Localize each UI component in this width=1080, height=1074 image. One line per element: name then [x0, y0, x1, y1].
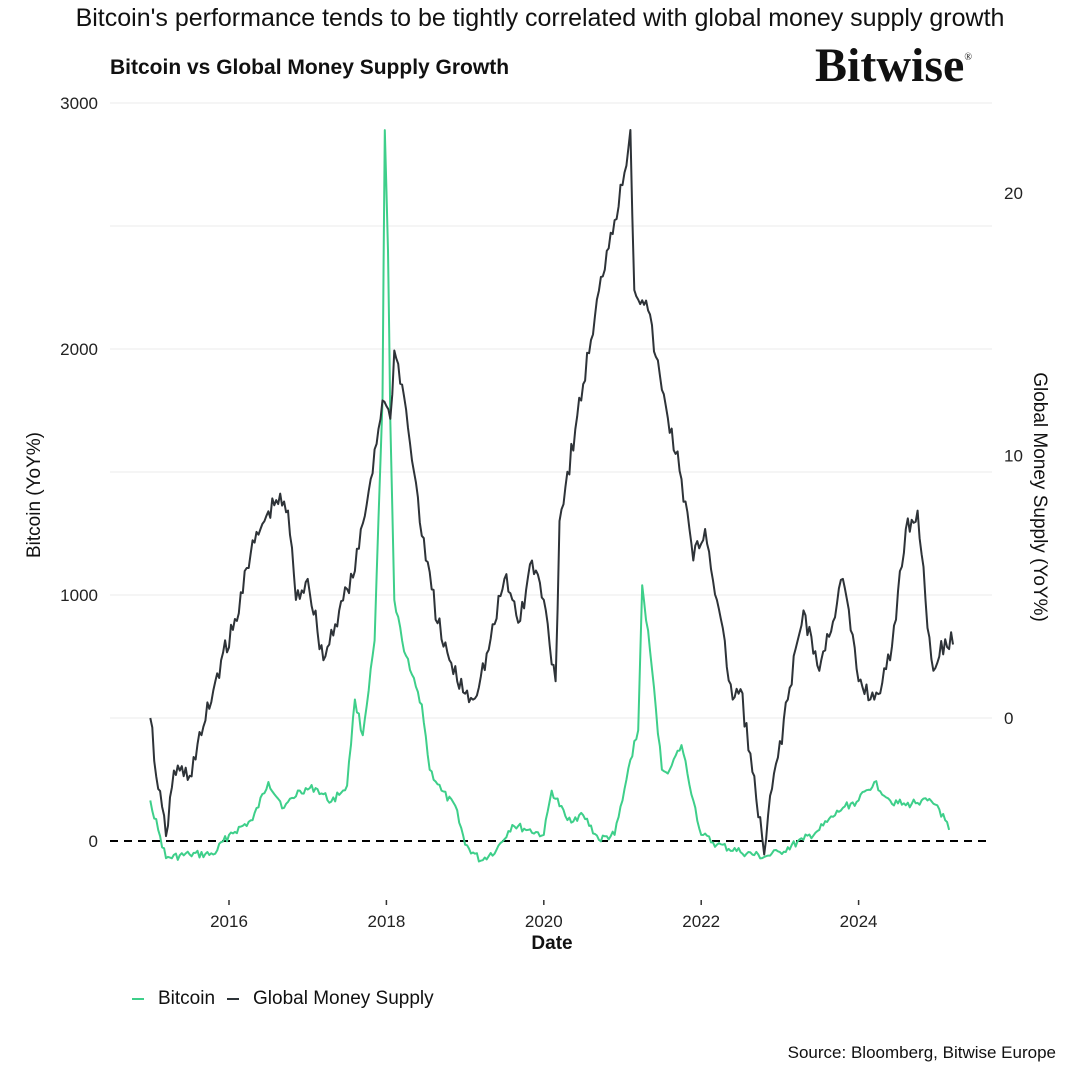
legend: Bitcoin Global Money Supply [132, 988, 446, 1010]
y-tick-label-right: 10 [1004, 447, 1023, 466]
y-tick-label-left: 1000 [60, 586, 98, 605]
headline: Bitcoin's performance tends to be tightl… [75, 4, 1005, 32]
y-tick-label-left: 3000 [60, 94, 98, 113]
logo-text: Bitwise [815, 39, 965, 92]
x-tick-label: 2016 [210, 912, 248, 931]
legend-label-bitcoin: Bitcoin [158, 988, 216, 1009]
series-line-money-supply [149, 129, 954, 856]
source-note: Source: Bloomberg, Bitwise Europe [787, 1043, 1056, 1062]
bitwise-logo: Bitwise® [815, 38, 972, 93]
series-line-bitcoin [149, 129, 951, 863]
x-axis-ticks: 2016 2018 2020 2022 2024 [210, 900, 878, 931]
y-axis-title-left: Bitcoin (YoY%) [24, 432, 45, 558]
x-tick-label: 2022 [682, 912, 720, 931]
left-axis-ticks: 0 1000 2000 3000 [60, 94, 98, 851]
y-tick-label-right: 0 [1004, 709, 1013, 728]
y-tick-label-right: 20 [1004, 184, 1023, 203]
x-tick-label: 2024 [840, 912, 878, 931]
registered-mark: ® [964, 52, 972, 63]
x-axis-title: Date [531, 933, 572, 954]
x-tick-label: 2020 [525, 912, 563, 931]
x-tick-label: 2018 [367, 912, 405, 931]
legend-swatch-bitcoin [132, 998, 144, 1000]
y-tick-label-left: 0 [89, 832, 98, 851]
series-layer [149, 129, 954, 863]
legend-label-money-supply: Global Money Supply [253, 988, 434, 1009]
y-axis-title-right: Global Money Supply (YoY%) [1029, 372, 1050, 622]
right-axis-ticks: 0 10 20 [1004, 184, 1023, 728]
y-tick-label-left: 2000 [60, 340, 98, 359]
chart-title: Bitcoin vs Global Money Supply Growth [110, 56, 510, 79]
legend-item-bitcoin[interactable]: Bitcoin [132, 988, 215, 1010]
grid-lines [110, 102, 992, 719]
legend-item-money-supply[interactable]: Global Money Supply [227, 988, 434, 1010]
legend-swatch-money-supply [227, 998, 240, 1000]
